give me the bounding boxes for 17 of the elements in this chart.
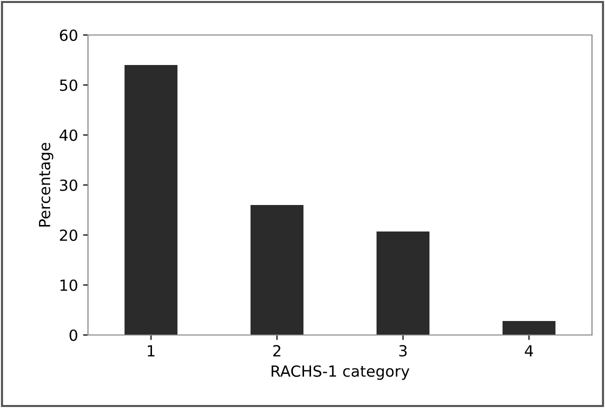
bar bbox=[376, 232, 430, 335]
y-axis-title: Percentage bbox=[38, 142, 54, 226]
x-axis-title: RACHS-1 category bbox=[272, 365, 410, 380]
y-tick-label: 30 bbox=[60, 179, 78, 192]
y-tick-label: 0 bbox=[70, 329, 78, 342]
bar bbox=[124, 65, 178, 335]
y-tick-label: 20 bbox=[60, 229, 78, 242]
y-tick-label: 40 bbox=[60, 129, 78, 142]
bar bbox=[502, 321, 556, 335]
y-tick-label: 50 bbox=[60, 79, 78, 92]
x-tick-label: 1 bbox=[148, 345, 154, 356]
x-tick-label: 4 bbox=[524, 345, 534, 356]
y-tick-label: 10 bbox=[60, 279, 78, 292]
y-tick-label: 60 bbox=[60, 29, 78, 42]
x-tick-label: 2 bbox=[273, 344, 280, 356]
x-tick-label: 3 bbox=[399, 344, 407, 357]
bar bbox=[250, 205, 304, 335]
